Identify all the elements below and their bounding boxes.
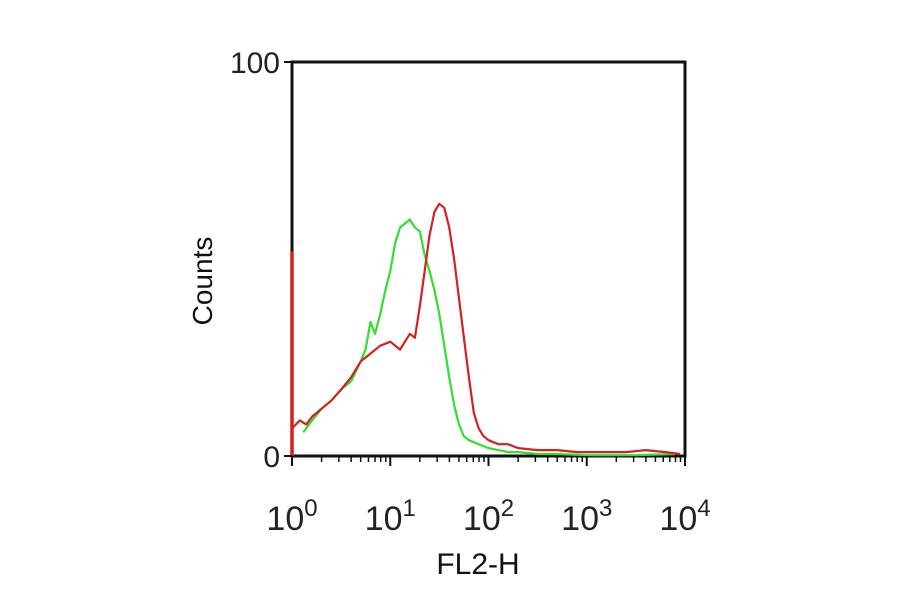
y-axis: 100 0 (230, 47, 292, 474)
x-axis-label: FL2-H (436, 548, 519, 581)
x-tick-label: 102 (463, 495, 514, 538)
y-tick-label: 100 (230, 47, 280, 80)
plot-frame (290, 60, 687, 458)
x-tick-label: 103 (561, 495, 612, 538)
x-tick-label: 101 (365, 495, 416, 538)
y-tick-label: 0 (263, 441, 280, 474)
x-tick-label: 100 (266, 495, 317, 538)
series-layer (290, 202, 681, 457)
x-axis: 100 101 102 103 104 (266, 456, 711, 538)
series-line-1 (291, 202, 681, 456)
y-axis-label: Counts (187, 237, 218, 326)
series-line-0 (302, 218, 676, 457)
x-tick-label: 104 (659, 495, 710, 538)
